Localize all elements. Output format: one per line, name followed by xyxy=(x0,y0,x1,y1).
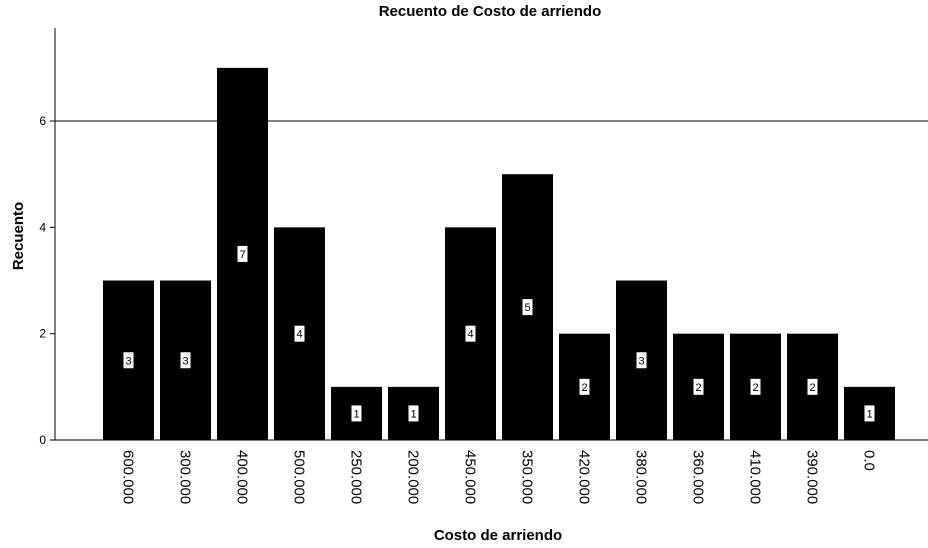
x-tick-label: 380.000 xyxy=(633,450,650,504)
data-label-box xyxy=(351,405,362,422)
data-label: 1 xyxy=(866,408,872,420)
data-label: 3 xyxy=(125,355,131,367)
y-tick-label: 0 xyxy=(39,433,46,447)
data-label: 3 xyxy=(638,355,644,367)
data-label-box xyxy=(579,378,590,395)
x-tick-label: 410.000 xyxy=(747,450,764,504)
y-tick-label: 4 xyxy=(39,220,46,234)
x-tick-label: 250.000 xyxy=(348,450,365,504)
data-label: 1 xyxy=(353,408,359,420)
data-label: 2 xyxy=(809,382,815,394)
data-label-box xyxy=(807,378,818,395)
data-label-box xyxy=(294,325,305,342)
data-label-box xyxy=(465,325,476,342)
data-label-box xyxy=(408,405,419,422)
data-label: 2 xyxy=(752,382,758,394)
chart-title: Recuento de Costo de arriendo xyxy=(379,3,602,20)
x-tick-label: 500.000 xyxy=(291,450,308,504)
x-tick-label: 390.000 xyxy=(804,450,821,504)
x-tick-label: 450.000 xyxy=(462,450,479,504)
y-axis-label: Recuento xyxy=(10,202,27,270)
data-label-box xyxy=(864,405,875,422)
data-label: 7 xyxy=(239,249,245,261)
data-label-box xyxy=(693,378,704,395)
data-label: 1 xyxy=(410,408,416,420)
x-tick-label: 600.000 xyxy=(120,450,137,504)
y-tick-label: 6 xyxy=(39,114,46,128)
y-tick-label: 2 xyxy=(39,327,46,341)
x-tick-label: 420.000 xyxy=(576,450,593,504)
data-label: 5 xyxy=(524,302,530,314)
data-label: 2 xyxy=(581,382,587,394)
data-label-box xyxy=(237,245,248,262)
data-label: 4 xyxy=(296,329,302,341)
x-axis-label: Costo de arriendo xyxy=(434,527,562,544)
data-label: 2 xyxy=(695,382,701,394)
x-tick-label: 200.000 xyxy=(405,450,422,504)
data-label: 3 xyxy=(182,355,188,367)
data-label-box xyxy=(180,352,191,369)
x-tick-label: 350.000 xyxy=(519,450,536,504)
data-label-box xyxy=(123,352,134,369)
x-tick-label: 0.0 xyxy=(861,450,878,471)
data-label: 4 xyxy=(467,329,473,341)
data-label-box xyxy=(522,299,533,316)
x-tick-label: 400.000 xyxy=(234,450,251,504)
x-tick-label: 360.000 xyxy=(690,450,707,504)
data-label-box xyxy=(636,352,647,369)
x-tick-label: 300.000 xyxy=(177,450,194,504)
data-label-box xyxy=(750,378,761,395)
